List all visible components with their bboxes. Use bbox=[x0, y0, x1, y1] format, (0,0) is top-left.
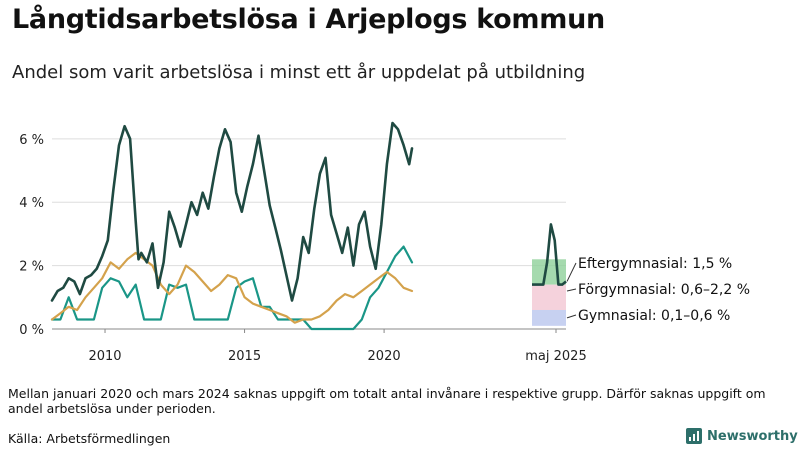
inset-latest-month bbox=[532, 223, 567, 326]
footnote: Mellan januari 2020 och mars 2024 saknas… bbox=[8, 386, 766, 416]
y-tick-label: 2 % bbox=[19, 260, 44, 275]
series-line-förgymnasial bbox=[50, 245, 414, 331]
annotation-label: Gymnasial: 0,1–0,6 % bbox=[578, 308, 730, 324]
axes: 0 % 2 % 4 % 6 % 2010 2015 2020 maj 2025 bbox=[19, 133, 587, 364]
x-tick-label: 2020 bbox=[368, 349, 401, 364]
brand-logo: Newsworthy bbox=[686, 428, 798, 444]
chart-subtitle: Andel som varit arbetslösa i minst ett å… bbox=[12, 62, 586, 83]
annotation-label: Förgymnasial: 0,6–2,2 % bbox=[578, 282, 750, 298]
series-lines bbox=[50, 121, 414, 331]
x-tick-label: 2010 bbox=[88, 349, 121, 364]
inset-range-band bbox=[532, 284, 566, 310]
inset-range-band bbox=[532, 309, 566, 326]
y-tick-label: 6 % bbox=[19, 133, 44, 148]
latest-annotations: Eftergymnasial: 1,5 % Förgymnasial: 0,6–2… bbox=[566, 256, 750, 324]
annotation-leader bbox=[566, 314, 577, 319]
y-tick-label: 4 % bbox=[19, 196, 44, 211]
annotation-label: Eftergymnasial: 1,5 % bbox=[578, 256, 732, 272]
y-tick-label: 0 % bbox=[19, 323, 44, 338]
annotation-leader bbox=[566, 288, 577, 292]
source-credit: Källa: Arbetsförmedlingen bbox=[8, 431, 171, 446]
series-line-eftergymnasial bbox=[50, 121, 414, 302]
newsworthy-logo-icon bbox=[686, 428, 702, 444]
chart-title: Långtidsarbetslösa i Arjeplogs kommun bbox=[12, 4, 605, 35]
x-tick-label: maj 2025 bbox=[525, 349, 586, 364]
series-line-gymnasial bbox=[50, 251, 414, 324]
x-tick-label: 2015 bbox=[228, 349, 261, 364]
inset-series-line bbox=[532, 223, 567, 286]
annotation-leader bbox=[566, 262, 577, 282]
gridlines bbox=[52, 138, 566, 330]
inset-range-band bbox=[532, 259, 566, 285]
brand-name: Newsworthy bbox=[707, 428, 798, 444]
